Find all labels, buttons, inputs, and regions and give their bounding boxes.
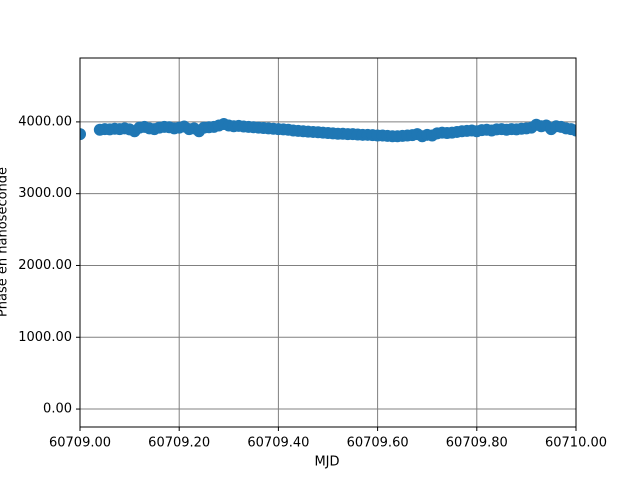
x-tick-label: 60710.00 xyxy=(545,436,607,451)
y-tick-label: 3000.00 xyxy=(18,186,72,201)
y-tick-label: 4000.00 xyxy=(18,114,72,129)
x-tick-label: 60709.80 xyxy=(446,436,508,451)
x-tick-label: 60709.00 xyxy=(49,436,111,451)
x-tick-label: 60709.20 xyxy=(148,436,210,451)
data-point xyxy=(80,128,86,141)
x-tick-label: 60709.60 xyxy=(347,436,409,451)
ticks: 60709.00 60709.20 60709.40 60709.60 60709.80… xyxy=(18,114,607,450)
points xyxy=(80,118,576,143)
plot-frame xyxy=(79,57,577,428)
data-point xyxy=(570,124,576,137)
y-axis-label: Phase en nanoseconde xyxy=(0,167,11,317)
y-tick-label: 0.00 xyxy=(43,402,72,417)
y-tick-label: 1000.00 xyxy=(18,330,72,345)
x-axis-label: MJD xyxy=(314,455,339,470)
x-tick-label: 60709.40 xyxy=(247,436,309,451)
y-tick-label: 2000.00 xyxy=(18,258,72,273)
